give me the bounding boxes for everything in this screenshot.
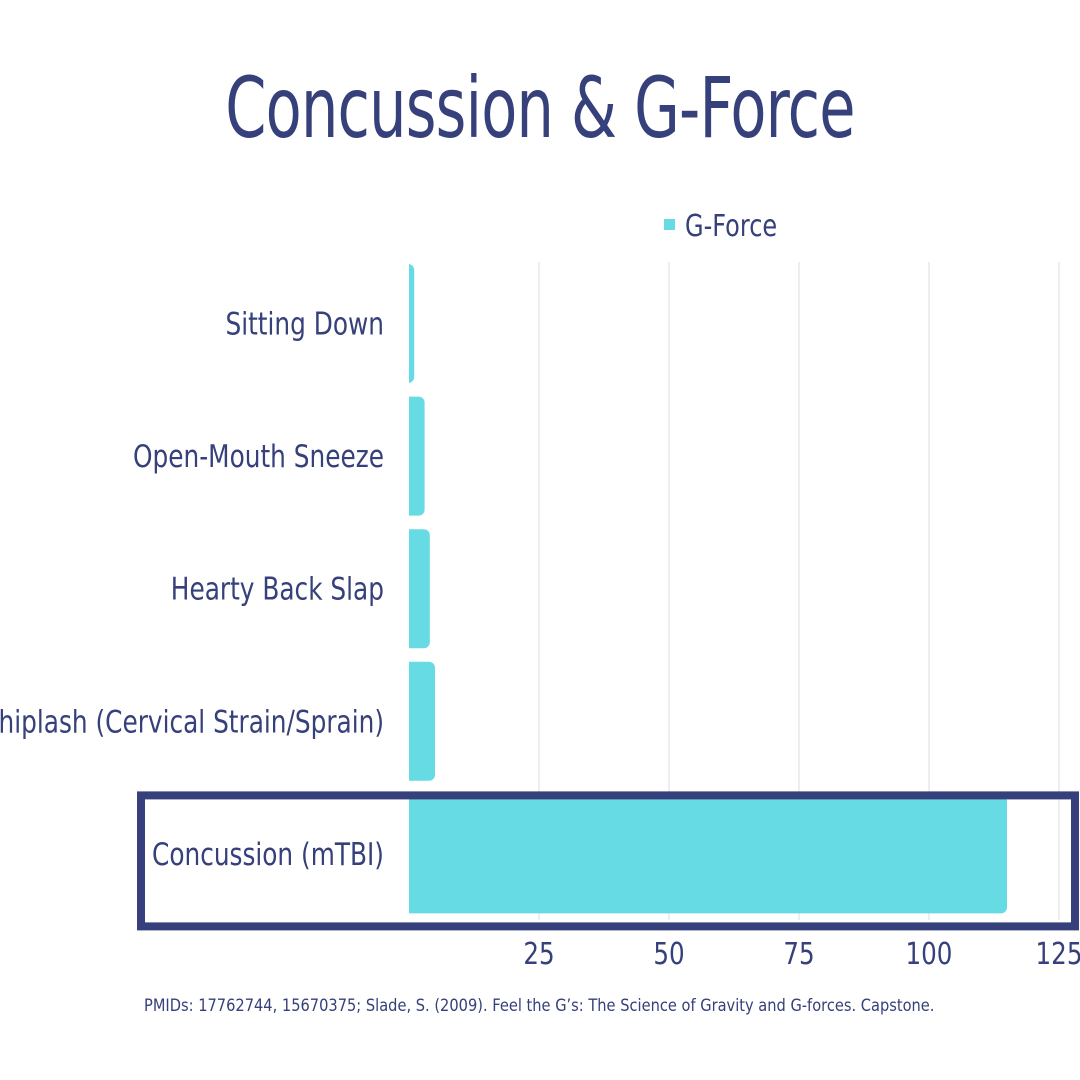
x-tick-label: 25: [523, 938, 554, 972]
x-tick-label: 100: [906, 938, 953, 972]
bar-open-mouth-sneeze: [409, 396, 425, 516]
category-label: Hearty Back Slap: [171, 571, 384, 607]
legend-label: G-Force: [685, 209, 777, 243]
legend-swatch: [664, 219, 675, 230]
bar-whiplash-cervical-strain-sprain: [409, 661, 435, 781]
x-tick-label: 75: [783, 938, 814, 972]
category-label: Whiplash (Cervical Strain/Sprain): [0, 704, 384, 740]
category-label: Sitting Down: [225, 306, 384, 342]
bar-sitting-down: [408, 264, 415, 383]
bar-concussion-mtbi: [409, 794, 1007, 914]
chart-title: Concussion & G-Force: [225, 59, 855, 157]
bar-hearty-back-slap: [409, 529, 430, 649]
x-tick-label: 125: [1036, 938, 1080, 972]
category-label: Concussion (mTBI): [152, 836, 384, 872]
highlight-box: [137, 791, 1079, 931]
category-label: Open-Mouth Sneeze: [133, 438, 384, 474]
x-tick-label: 50: [653, 938, 684, 972]
bar-chart: G-Force Sitting Down Open-Mouth Sneeze Hear…: [0, 209, 1080, 972]
source-citation: PMIDs: 17762744, 15670375; Slade, S. (20…: [144, 996, 935, 1016]
